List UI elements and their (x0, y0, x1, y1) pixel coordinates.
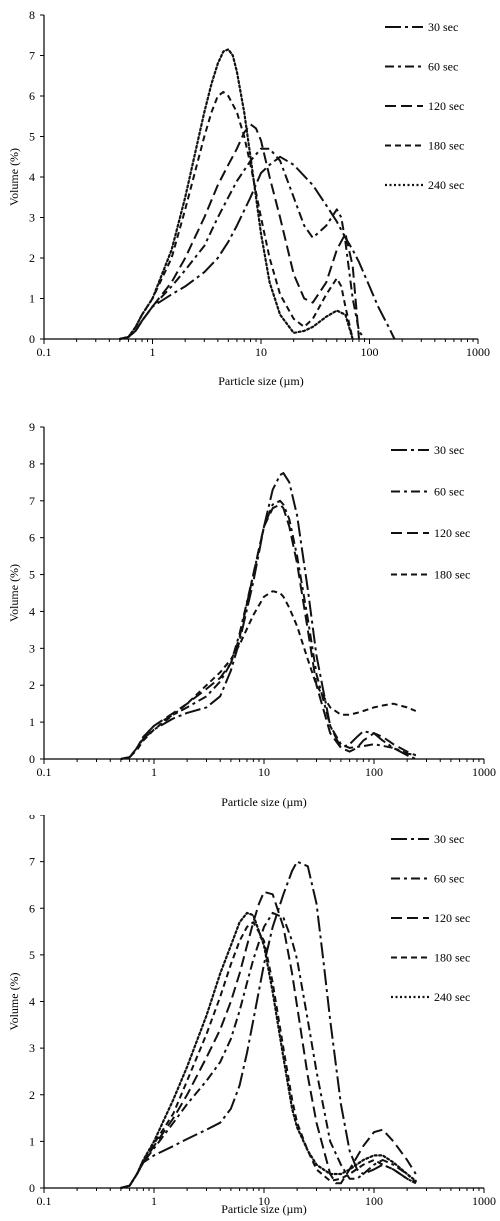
y-tick-label: 7 (29, 855, 35, 869)
y-tick-label: 9 (29, 420, 35, 434)
series-line-240-sec (119, 911, 417, 1190)
series-line-30-sec (120, 472, 417, 760)
y-tick-label: 8 (29, 8, 35, 22)
chart-svg: 0.1 1 10 100 1000 0 1 2 3 4 5 6 7 8 Particle size (µm)… (7, 8, 490, 388)
y-tick-label: 3 (29, 641, 35, 655)
y-tick-label: 3 (29, 211, 35, 225)
legend-label: 60 sec (434, 485, 464, 499)
series-line-180-sec (120, 590, 417, 760)
y-tick-label: 2 (29, 1088, 35, 1102)
x-tick-label: 100 (365, 765, 383, 779)
legend-label: 30 sec (434, 443, 464, 457)
legend-label: 180 sec (428, 139, 464, 153)
series-line-120-sec (120, 503, 417, 760)
y-tick-label: 8 (29, 815, 35, 822)
legend-label: 60 sec (434, 872, 464, 886)
legend-label: 120 sec (434, 911, 470, 925)
x-axis-label: Particle size (µm) (221, 1202, 307, 1216)
series-line-60-sec (119, 147, 366, 340)
legend-label: 180 sec (434, 568, 470, 582)
chart-panel-3: 0.1 1 10 100 1000 0 1 2 3 4 5 6 7 8 Particle size (µm)… (0, 815, 500, 1221)
x-tick-label: 1000 (472, 765, 496, 779)
x-tick-label: 1 (150, 345, 156, 359)
y-axis-label: Volume (%) (7, 148, 21, 206)
y-tick-label: 1 (29, 715, 35, 729)
y-tick-label: 0 (29, 1181, 35, 1195)
chart-svg: 0.1 1 10 100 1000 0 1 2 3 4 5 6 7 8 Particle size (µm)… (7, 815, 496, 1216)
y-tick-label: 8 (29, 457, 35, 471)
series-line-60-sec (120, 911, 417, 1189)
x-tick-label: 0.1 (37, 1194, 52, 1208)
y-tick-label: 6 (29, 901, 35, 915)
x-tick-label: 100 (365, 1194, 383, 1208)
y-tick-label: 6 (29, 531, 35, 545)
y-tick-label: 2 (29, 251, 35, 265)
chart-panel-2: 0.1 1 10 100 1000 0 1 2 3 4 5 6 7 8 9 Particle size (µm… (0, 405, 500, 815)
legend-label: 240 sec (434, 990, 470, 1004)
legend-label: 120 sec (434, 526, 470, 540)
series-line-180-sec (120, 921, 417, 1189)
y-tick-label: 5 (29, 568, 35, 582)
y-tick-label: 7 (29, 49, 35, 63)
x-tick-label: 1 (151, 765, 157, 779)
series-line-240-sec (118, 48, 354, 341)
series-line-120-sec (120, 890, 417, 1189)
y-tick-label: 0 (29, 332, 35, 346)
y-tick-label: 5 (29, 130, 35, 144)
y-axis-label: Volume (%) (7, 972, 21, 1030)
series-line-180-sec (119, 91, 354, 340)
legend-label: 120 sec (428, 99, 464, 113)
y-tick-label: 6 (29, 89, 35, 103)
y-tick-label: 5 (29, 948, 35, 962)
chart-panel-1: 0.1 1 10 100 1000 0 1 2 3 4 5 6 7 8 Particle size (µm)… (0, 0, 500, 400)
y-tick-label: 4 (29, 995, 35, 1009)
y-tick-label: 0 (29, 752, 35, 766)
y-tick-label: 3 (29, 1041, 35, 1055)
legend-label: 240 sec (428, 178, 464, 192)
legend-label: 30 sec (428, 20, 458, 34)
legend-label: 60 sec (428, 60, 458, 74)
x-tick-label: 1 (151, 1194, 157, 1208)
series-line-30-sec (120, 860, 417, 1189)
x-tick-label: 100 (361, 345, 379, 359)
series-line-60-sec (120, 499, 417, 760)
y-tick-label: 7 (29, 494, 35, 508)
x-axis-label: Particle size (µm) (218, 374, 304, 388)
x-tick-label: 10 (255, 345, 267, 359)
x-tick-label: 0.1 (37, 345, 52, 359)
x-tick-label: 0.1 (37, 765, 52, 779)
chart-svg: 0.1 1 10 100 1000 0 1 2 3 4 5 6 7 8 9 Particle size (µm… (7, 420, 496, 809)
y-tick-label: 1 (29, 1134, 35, 1148)
legend-label: 30 sec (434, 832, 464, 846)
x-tick-label: 10 (258, 1194, 270, 1208)
y-axis-label: Volume (%) (7, 564, 21, 622)
series-line-30-sec (119, 155, 396, 340)
y-tick-label: 1 (29, 292, 35, 306)
x-tick-label: 10 (258, 765, 270, 779)
x-tick-label: 1000 (472, 1194, 496, 1208)
y-tick-label: 4 (29, 170, 35, 184)
legend-label: 180 sec (434, 951, 470, 965)
y-tick-label: 4 (29, 604, 35, 618)
series-line-120-sec (119, 123, 360, 340)
x-axis-label: Particle size (µm) (221, 795, 307, 809)
y-tick-label: 2 (29, 678, 35, 692)
x-tick-label: 1000 (466, 345, 490, 359)
